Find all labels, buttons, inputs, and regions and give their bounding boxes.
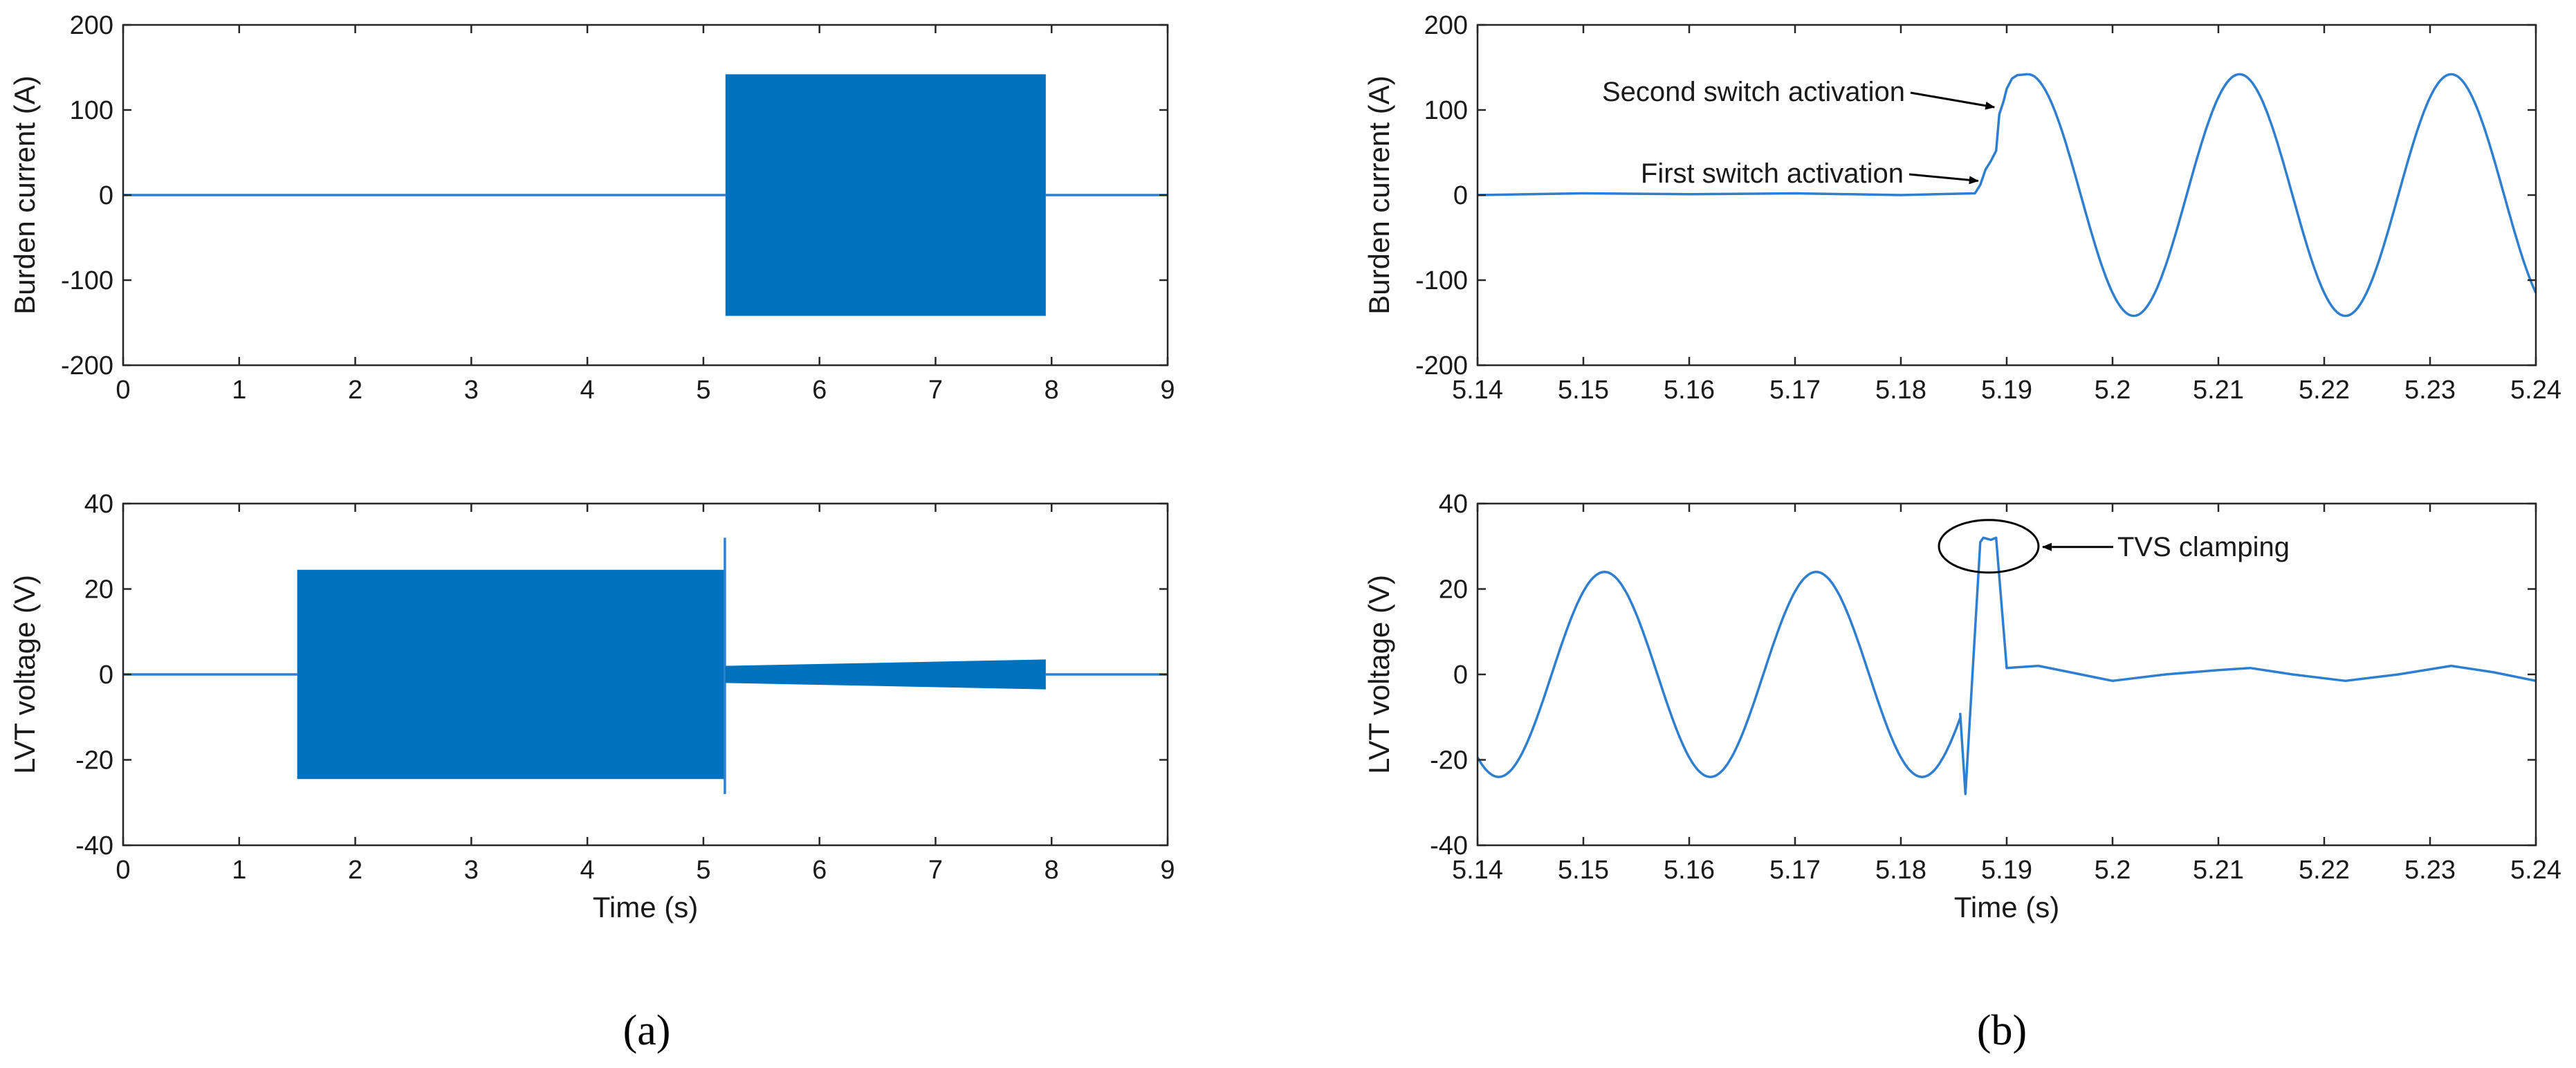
plot-area bbox=[1478, 536, 2536, 795]
trace-sine-current bbox=[2027, 73, 2536, 317]
y-axis-label: Burden current (A) bbox=[8, 75, 41, 314]
y-axis-label: LVT voltage (V) bbox=[8, 575, 41, 774]
y-axis-label: LVT voltage (V) bbox=[1363, 575, 1395, 774]
x-tick-label: 5.14 bbox=[1452, 376, 1503, 405]
y-tick-label: 0 bbox=[99, 661, 113, 690]
trace-segment-0 bbox=[1958, 536, 2536, 795]
x-tick-label: 5.2 bbox=[2095, 856, 2131, 885]
x-tick-label: 6 bbox=[812, 376, 827, 405]
x-tick-label: 5.17 bbox=[1769, 856, 1821, 885]
y-tick-label: -20 bbox=[1430, 746, 1468, 775]
annotation-second-switch: Second switch activation bbox=[1602, 77, 1905, 107]
x-tick-label: 5.19 bbox=[1981, 376, 2032, 405]
x-tick-label: 5.21 bbox=[2193, 856, 2244, 885]
x-tick-label: 5.2 bbox=[2095, 376, 2131, 405]
x-tick-label: 5.22 bbox=[2299, 376, 2350, 405]
y-tick-label: -100 bbox=[1415, 266, 1468, 295]
oscillation-band-1 bbox=[725, 74, 1046, 316]
y-tick-label: -20 bbox=[75, 746, 113, 775]
y-tick-label: -40 bbox=[75, 831, 113, 860]
plot-area bbox=[1478, 73, 2536, 317]
x-tick-label: 3 bbox=[464, 856, 479, 885]
x-axis-label: Time (s) bbox=[1954, 891, 2059, 923]
axes-frame bbox=[1476, 502, 2537, 847]
x-tick-label: 0 bbox=[116, 376, 130, 405]
oscillation-band-1 bbox=[297, 569, 725, 780]
x-tick-label: 5.16 bbox=[1664, 376, 1715, 405]
annotation-arrow bbox=[1910, 91, 1996, 110]
y-tick-label: 200 bbox=[70, 11, 113, 40]
axes-frame bbox=[1476, 24, 2537, 367]
x-tick-label: 5.24 bbox=[2510, 376, 2561, 405]
x-tick-label: 5.18 bbox=[1875, 856, 1926, 885]
y-tick-label: 40 bbox=[84, 490, 113, 519]
x-axis-label: Time (s) bbox=[593, 891, 698, 923]
x-tick-label: 5.19 bbox=[1981, 856, 2032, 885]
y-tick-label: -100 bbox=[61, 266, 113, 295]
x-tick-label: 3 bbox=[464, 376, 479, 405]
x-tick-label: 8 bbox=[1045, 856, 1059, 885]
x-tick-label: 9 bbox=[1160, 856, 1175, 885]
panel-label-b: (b) bbox=[1977, 1007, 2027, 1054]
x-tick-label: 5.16 bbox=[1664, 856, 1715, 885]
y-axis-label: Burden current (A) bbox=[1363, 75, 1395, 314]
chart-b-burden-current: 5.14 5.15 5.16 5.17 5.18 5.19 5.2 5.21 5.22 5.23 5… bbox=[1363, 11, 2561, 405]
x-tick-label: 5.14 bbox=[1452, 856, 1503, 885]
x-tick-label: 5.24 bbox=[2510, 856, 2561, 885]
y-tick-label: 20 bbox=[84, 576, 113, 605]
x-tick-label: 6 bbox=[812, 856, 827, 885]
y-tick-label: 40 bbox=[1439, 490, 1468, 519]
x-tick-label: 1 bbox=[232, 376, 246, 405]
trace-segment-0 bbox=[1478, 73, 2028, 196]
x-tick-label: 7 bbox=[928, 376, 943, 405]
x-tick-label: 5.23 bbox=[2404, 856, 2456, 885]
y-tick-label: 100 bbox=[1424, 96, 1468, 125]
x-tick-label: 2 bbox=[348, 376, 362, 405]
chart-b-lvt-voltage: 5.14 5.15 5.16 5.17 5.18 5.19 5.2 5.21 5.22 5.23 5… bbox=[1363, 490, 2561, 923]
x-tick-label: 5.17 bbox=[1769, 376, 1821, 405]
chart-a-burden-current: 0 1 2 3 4 5 6 7 8 9 -200 -100 0 100 200 Burden current … bbox=[8, 11, 1175, 405]
x-tick-label: 5.18 bbox=[1875, 376, 1926, 405]
x-tick-label: 5.21 bbox=[2193, 376, 2244, 405]
y-tick-label: 0 bbox=[1453, 661, 1468, 690]
x-tick-label: 4 bbox=[580, 376, 595, 405]
y-tick-label: -40 bbox=[1430, 831, 1468, 860]
annotation-ellipse bbox=[1938, 519, 2040, 574]
oscillation-band-3 bbox=[725, 659, 1046, 690]
x-tick-label: 5.15 bbox=[1558, 376, 1609, 405]
x-tick-label: 1 bbox=[232, 856, 246, 885]
x-tick-label: 8 bbox=[1045, 376, 1059, 405]
x-tick-label: 0 bbox=[116, 856, 130, 885]
x-tick-label: 5.23 bbox=[2404, 376, 2456, 405]
x-tick-label: 5 bbox=[696, 856, 710, 885]
x-tick-label: 5.15 bbox=[1558, 856, 1609, 885]
x-tick-label: 9 bbox=[1160, 376, 1175, 405]
x-tick-label: 5.22 bbox=[2299, 856, 2350, 885]
y-tick-label: 0 bbox=[99, 181, 113, 210]
y-tick-label: -200 bbox=[1415, 351, 1468, 380]
x-tick-label: 2 bbox=[348, 856, 362, 885]
plot-area bbox=[123, 537, 1168, 794]
x-tick-label: 5 bbox=[696, 376, 710, 405]
y-tick-label: 20 bbox=[1439, 576, 1468, 605]
y-tick-label: 100 bbox=[70, 96, 113, 125]
x-tick-label: 4 bbox=[580, 856, 595, 885]
annotation-arrow bbox=[1908, 173, 1979, 185]
chart-a-lvt-voltage: 0 1 2 3 4 5 6 7 8 9 -40 -20 0 20 40 LVT voltage (V) Time… bbox=[8, 490, 1175, 923]
y-tick-label: -200 bbox=[61, 351, 113, 380]
y-tick-label: 0 bbox=[1453, 181, 1468, 210]
y-tick-label: 200 bbox=[1424, 11, 1468, 40]
annotation-first-switch: First switch activation bbox=[1641, 158, 1904, 189]
trace-sine-voltage bbox=[1478, 571, 1962, 778]
annotation-tvs-clamping: TVS clamping bbox=[2117, 532, 2290, 562]
panel-label-a: (a) bbox=[623, 1007, 671, 1054]
x-tick-label: 7 bbox=[928, 856, 943, 885]
plot-area bbox=[123, 74, 1168, 316]
